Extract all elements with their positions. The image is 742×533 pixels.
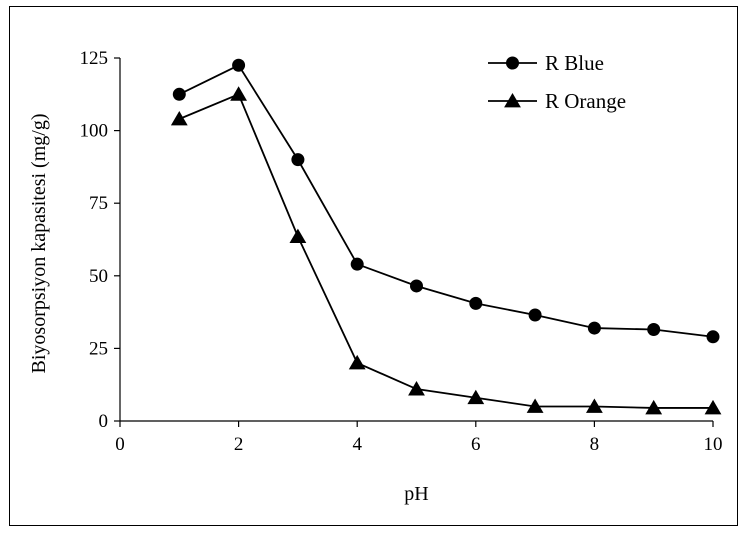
data-point [408,381,425,396]
series-line [178,93,713,409]
axes [119,58,713,422]
x-tick-label: 10 [704,434,723,455]
y-tick-label: 100 [80,121,109,142]
data-point [348,354,366,370]
data-point [172,87,186,101]
series-1 [172,58,720,344]
data-point [232,58,246,72]
y-tick-label: 50 [89,266,108,287]
y-tick-label: 25 [89,338,108,359]
legend-label: R Orange [545,89,626,113]
y-tick-label: 0 [99,411,109,432]
series-line [178,64,714,338]
legend-marker [506,56,519,70]
series-2 [170,86,722,415]
data-point [706,330,720,344]
ticks: 0 25 50 75 100 125 0 2 4 6 8 10 [80,48,723,455]
data-point [467,389,485,405]
x-tick-label: 4 [352,434,362,455]
legend-item: R Orange [488,89,626,113]
data-point [289,228,307,243]
x-tick-label: 2 [234,434,244,455]
y-tick-label: 75 [89,193,108,214]
y-axis-title: Biyosorpsiyon kapasitesi (mg/g) [28,114,50,374]
data-point [350,257,364,271]
chart-frame [9,6,738,526]
data-point [528,308,542,322]
data-point [170,110,188,126]
legend-label: R Blue [545,51,604,75]
data-point [291,153,305,167]
data-point [647,323,661,337]
data-point [586,398,603,413]
data-point [526,398,544,413]
series-layer [170,58,722,415]
data-point [230,86,247,101]
x-tick-label: 8 [590,434,600,455]
data-point [704,399,722,415]
legend-item: R Blue [488,51,604,75]
x-axis-title: pH [404,483,428,505]
data-point [645,399,663,415]
data-point [410,279,423,293]
data-point [469,296,483,310]
legend-marker [504,93,521,108]
x-tick-label: 6 [471,434,481,455]
x-tick-label: 0 [115,434,125,455]
y-tick-label: 125 [80,48,109,69]
legend: R Blue R Orange [488,51,626,113]
data-point [587,321,601,335]
